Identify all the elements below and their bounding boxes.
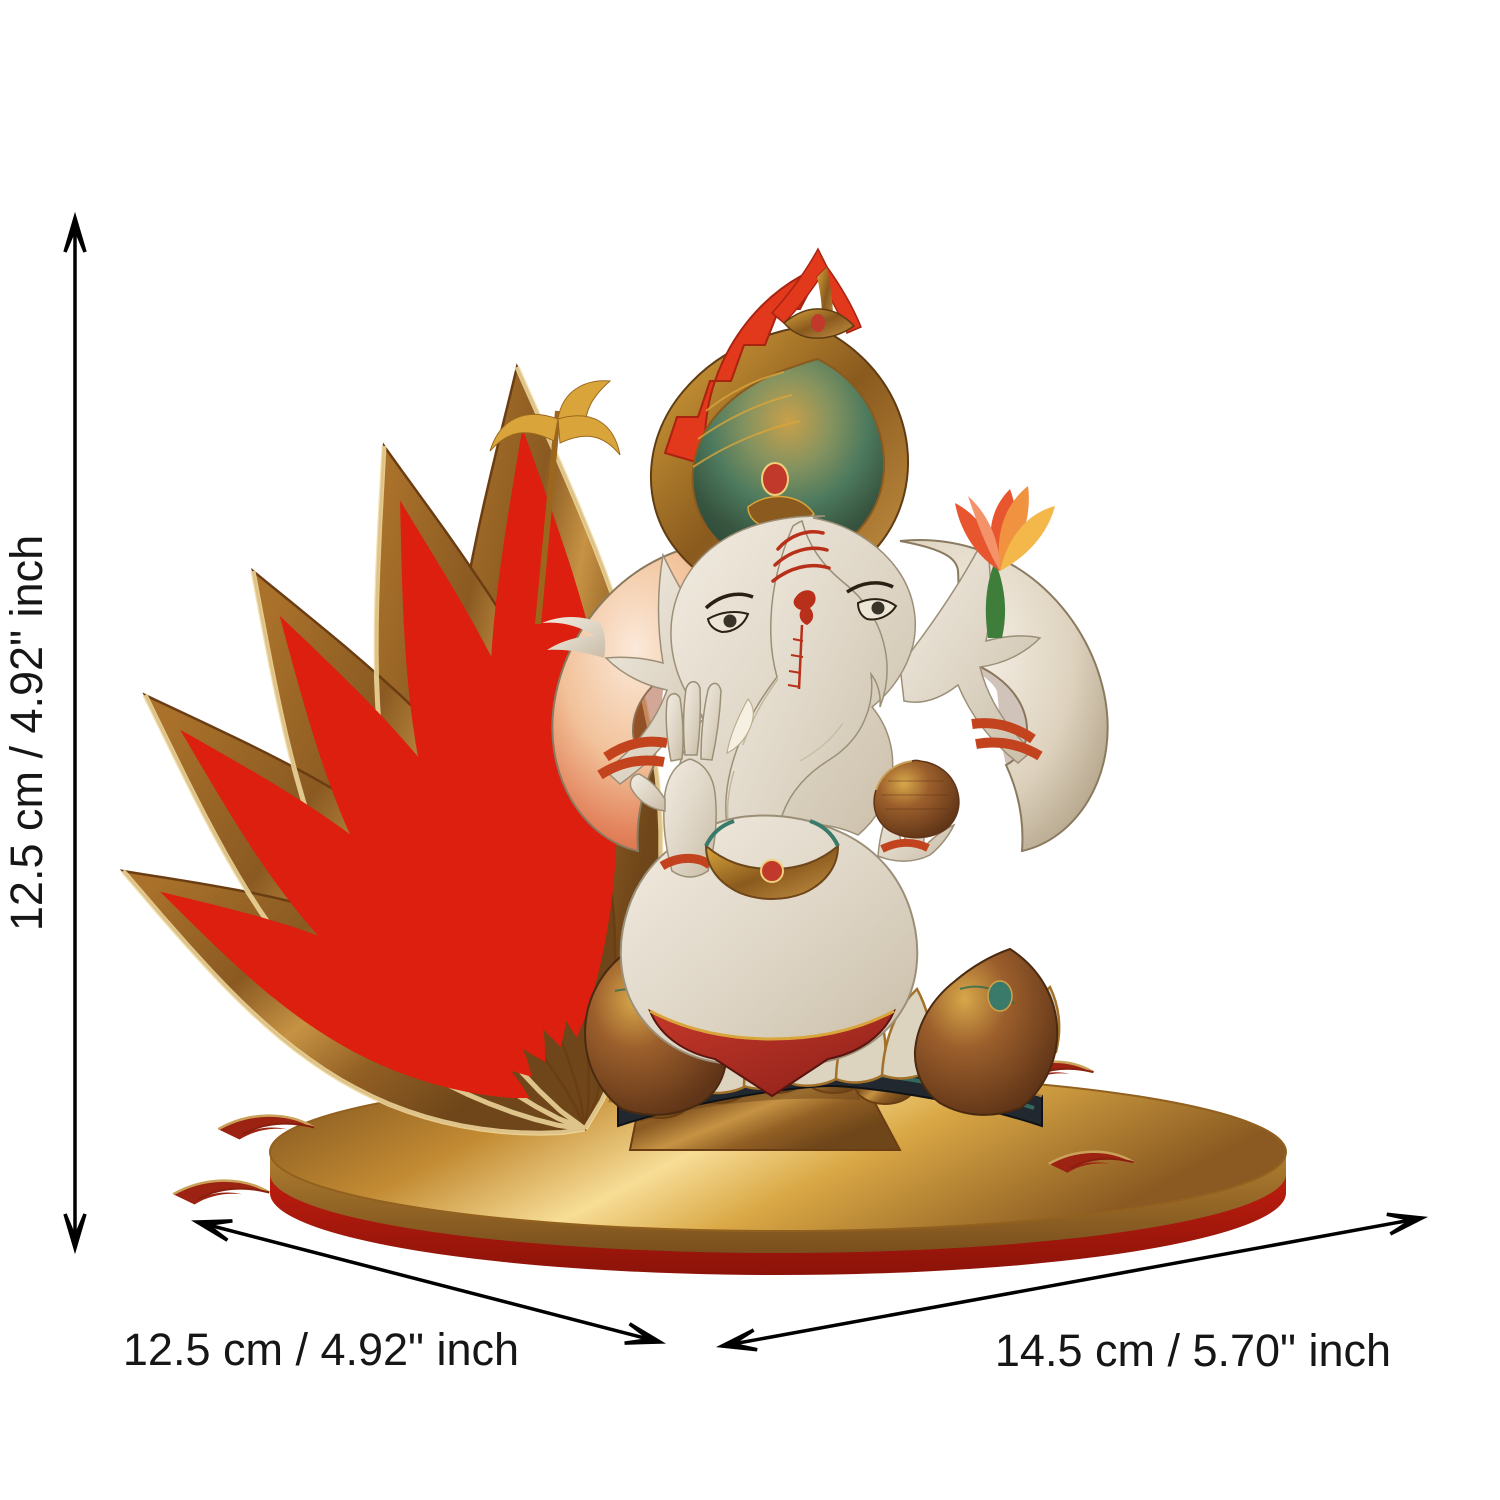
svg-text:12.5 cm / 4.92" inch: 12.5 cm / 4.92" inch [123, 1324, 519, 1375]
svg-text:14.5 cm / 5.70" inch: 14.5 cm / 5.70" inch [995, 1325, 1391, 1376]
svg-text:12.5 cm / 4.92" inch: 12.5 cm / 4.92" inch [1, 535, 52, 931]
